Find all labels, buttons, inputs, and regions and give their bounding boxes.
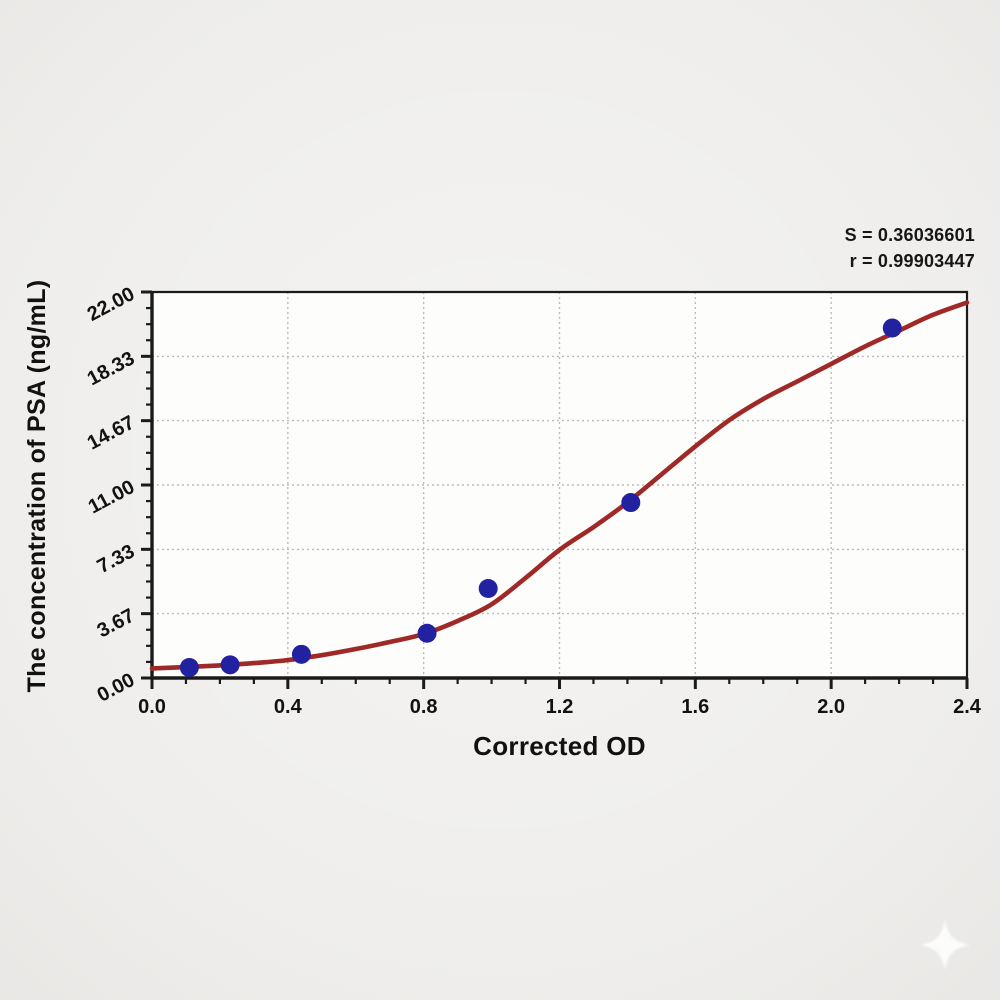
x-tick-label: 1.2 (546, 696, 574, 718)
y-tick-label: 3.67 (94, 605, 139, 643)
x-axis-title: Corrected OD (473, 731, 646, 761)
data-point (179, 657, 199, 677)
x-tick-label: 0.8 (410, 696, 438, 718)
x-tick-label: 1.6 (681, 696, 709, 718)
stat-r-value: r = 0.99903447 (849, 250, 975, 271)
x-tick-label: 0.0 (138, 696, 166, 718)
x-tick-label: 2.4 (953, 696, 982, 718)
y-tick-label: 14.67 (84, 412, 139, 455)
y-tick-label: 7.33 (94, 540, 139, 578)
y-tick-label: 0.00 (94, 669, 139, 707)
data-point (478, 579, 498, 599)
stats-annotation: S = 0.36036601 r = 0.99903447 (845, 223, 975, 274)
data-point (882, 318, 902, 338)
data-point (220, 655, 240, 675)
y-tick-label: 11.00 (85, 476, 139, 518)
y-tick-label: 18.33 (84, 347, 139, 390)
sparkle-watermark-icon (920, 920, 970, 970)
plot-background (152, 292, 967, 678)
data-point (621, 493, 641, 513)
stat-s-value: S = 0.36036601 (844, 225, 975, 245)
y-tick-label: 22.00 (84, 283, 139, 326)
data-point (291, 644, 311, 664)
y-axis-title: The concentration of PSA (ng/mL) (23, 279, 51, 693)
data-point (417, 623, 437, 643)
plot-border-top-right (152, 290, 969, 678)
x-tick-label: 0.4 (274, 696, 303, 718)
x-tick-label: 2.0 (817, 696, 845, 718)
fit-curve (149, 300, 970, 671)
axis-spine-left-bottom (150, 292, 967, 680)
